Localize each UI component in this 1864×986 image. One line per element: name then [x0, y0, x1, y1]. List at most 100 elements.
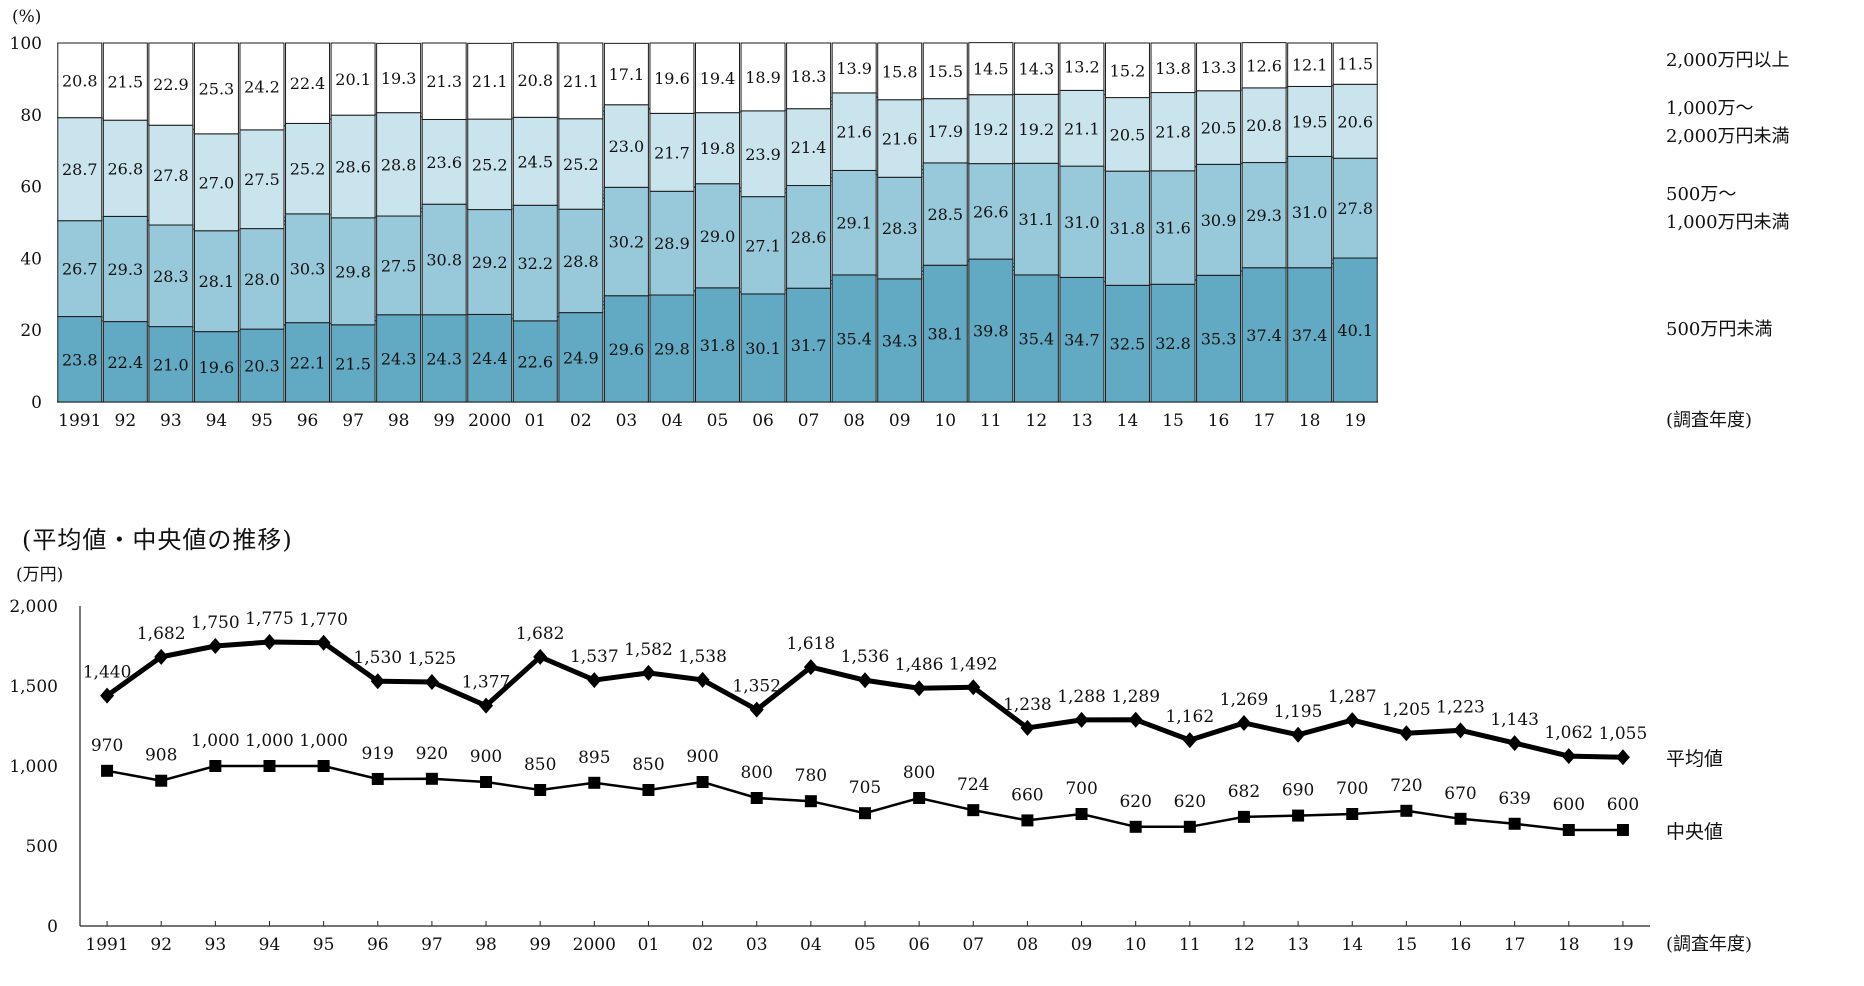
data-label: 22.4: [108, 353, 144, 372]
data-label: 22.4: [290, 74, 326, 93]
connector-line: [784, 108, 788, 112]
legend-label: 1,000万円未満: [1666, 212, 1790, 233]
bar-segment: [512, 42, 558, 118]
data-label: 1,000: [245, 731, 294, 751]
data-label: 11.5: [1337, 55, 1373, 74]
data-label: 1,682: [516, 624, 565, 644]
data-point: [1237, 810, 1250, 823]
data-point: [317, 760, 330, 772]
connector-line: [329, 213, 332, 219]
data-label: 13.3: [1201, 58, 1237, 77]
data-label: 31.1: [1019, 210, 1055, 229]
data-label: 670: [1444, 784, 1476, 804]
data-label: 24.3: [426, 349, 462, 368]
connector-line: [784, 288, 788, 295]
data-point: [1291, 726, 1306, 743]
connector-line: [739, 110, 742, 113]
data-point: [209, 760, 222, 772]
legend-label: 500万円未満: [1666, 319, 1772, 340]
bar-segment: [239, 42, 285, 131]
data-label: 1,062: [1544, 723, 1593, 743]
connector-line: [830, 274, 833, 289]
connector-line: [648, 294, 651, 297]
connector-line: [146, 120, 150, 126]
y-tick-label: 0: [47, 917, 58, 937]
bar-segment: [649, 190, 695, 296]
bar-segment: [740, 293, 786, 403]
bar-segment: [57, 42, 103, 119]
connector-line: [602, 295, 605, 313]
data-point: [696, 776, 709, 788]
bar-segment: [786, 42, 832, 110]
data-label: 29.2: [472, 253, 508, 272]
data-label: 23.6: [426, 153, 462, 172]
connector-line: [1103, 90, 1106, 98]
bar-segment: [1150, 283, 1196, 403]
data-label: 1,582: [624, 640, 673, 660]
data-label: 21.7: [654, 143, 690, 162]
data-label: 21.3: [426, 72, 462, 91]
data-label: 15.8: [882, 62, 918, 81]
data-point: [155, 774, 168, 787]
data-label: 20.8: [1246, 116, 1282, 135]
data-point: [1292, 809, 1305, 822]
data-label: 35.4: [1019, 329, 1055, 348]
data-label: 705: [849, 778, 881, 798]
data-label: 21.0: [153, 355, 189, 374]
data-label: 29.3: [108, 260, 144, 279]
x-tick-label: 04: [800, 935, 822, 955]
bar-segment: [877, 176, 923, 280]
connector-line: [921, 162, 924, 178]
bar-segment: [1196, 274, 1242, 403]
connector-line: [192, 125, 195, 134]
data-label: 1,486: [895, 655, 944, 675]
data-label: 28.1: [199, 272, 235, 291]
data-point: [588, 776, 601, 789]
data-point: [859, 807, 871, 820]
data-label: 39.8: [973, 322, 1009, 341]
connector-line: [1285, 86, 1289, 89]
bar-segment: [1013, 93, 1059, 164]
data-point: [1128, 711, 1143, 728]
data-label: 29.3: [1246, 206, 1282, 225]
data-label: 21.1: [563, 72, 599, 91]
x-tick-label: 93: [160, 411, 182, 431]
connector-line: [283, 213, 287, 229]
data-label: 28.8: [563, 252, 599, 271]
x-tick-label: 05: [707, 411, 729, 431]
data-label: 780: [795, 766, 827, 786]
data-label: 850: [524, 755, 556, 775]
bar-segment: [786, 108, 832, 187]
x-tick-label: 1991: [58, 411, 101, 431]
x-tick-label: 17: [1504, 935, 1526, 955]
bar-segment: [695, 183, 740, 289]
bar-segment: [285, 122, 331, 215]
bar-segment: [968, 42, 1014, 96]
data-label: 30.2: [609, 233, 645, 252]
bar-segment: [148, 42, 194, 126]
data-label: 20.5: [1110, 125, 1146, 144]
x-tick-label: 14: [1117, 411, 1139, 431]
data-label: 682: [1228, 782, 1260, 802]
bar-segment: [1104, 42, 1150, 99]
data-label: 690: [1282, 781, 1314, 801]
connector-line: [830, 92, 833, 109]
bar-segment: [922, 42, 968, 100]
data-label: 20.6: [1337, 112, 1373, 131]
data-label: 28.9: [654, 234, 690, 253]
bar-segment: [376, 314, 422, 403]
data-point: [424, 674, 439, 690]
x-tick-label: 96: [297, 411, 319, 431]
bar-segment: [1332, 257, 1378, 403]
bar-segment: [102, 215, 148, 323]
connector-line: [1057, 163, 1061, 167]
bar-segment: [330, 217, 376, 326]
data-point: [262, 634, 277, 650]
data-label: 13.8: [1155, 59, 1191, 78]
data-label: 25.2: [290, 160, 326, 179]
bar-segment: [102, 119, 148, 217]
connector-line: [1240, 162, 1243, 165]
data-label: 1,682: [137, 624, 186, 644]
data-point: [1020, 719, 1035, 736]
data-label: 620: [1174, 792, 1206, 812]
